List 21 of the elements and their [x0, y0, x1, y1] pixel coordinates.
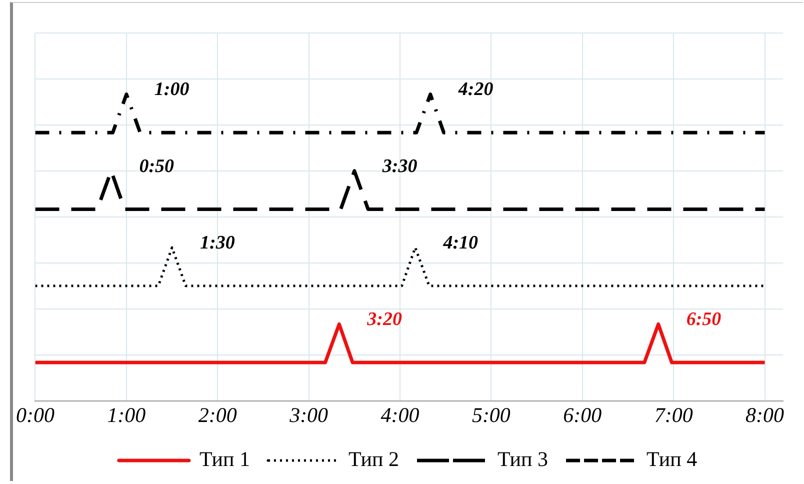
x-tick-label: 3:00 — [288, 402, 329, 427]
annotation: 3:20 — [366, 309, 403, 330]
legend-label: Тип 1 — [199, 447, 250, 472]
x-tick-label: 5:00 — [472, 402, 511, 427]
x-tick-label: 8:00 — [746, 402, 785, 427]
x-tick-label: 4:00 — [380, 402, 420, 427]
annotation: 4:10 — [442, 232, 479, 254]
annotation: 6:50 — [686, 309, 722, 330]
x-tick-label: 6:00 — [563, 402, 602, 427]
x-tick-label: 7:00 — [654, 402, 694, 427]
legend-label: Тип 3 — [498, 447, 548, 472]
x-tick-label: 2:00 — [198, 402, 238, 427]
annotation: 4:20 — [457, 79, 494, 100]
annotation: 1:00 — [154, 79, 190, 100]
x-tick-label: 1:00 — [107, 402, 146, 427]
annotation: 3:30 — [381, 156, 418, 177]
x-tick-label: 0:00 — [16, 402, 55, 427]
annotation: 0:50 — [139, 156, 175, 177]
legend-label: Тип 2 — [348, 447, 399, 472]
annotation: 1:30 — [200, 232, 236, 254]
legend-label: Тип 4 — [646, 447, 698, 472]
